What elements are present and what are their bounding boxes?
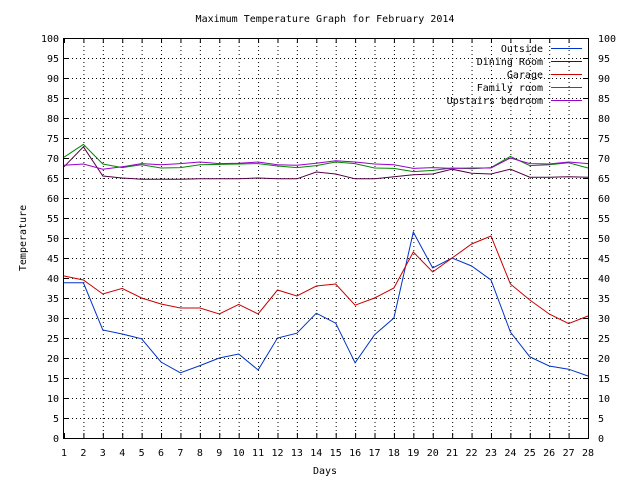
x-tick-label: 7 bbox=[177, 448, 183, 459]
x-tick-label: 10 bbox=[233, 448, 245, 459]
y-tick-label: 15 bbox=[47, 374, 59, 385]
plot-frame bbox=[63, 38, 589, 439]
y-tick-label: 95 bbox=[47, 54, 59, 65]
y-tick-label: 85 bbox=[47, 94, 59, 105]
y-tick-label: 5 bbox=[53, 414, 59, 425]
y-tick-label: 45 bbox=[47, 254, 59, 265]
y-tick-label: 25 bbox=[47, 334, 59, 345]
legend-label: Outside bbox=[501, 44, 543, 55]
legend-label: Garage bbox=[507, 70, 543, 81]
y-tick-label-right: 5 bbox=[598, 414, 604, 425]
y-tick-label: 0 bbox=[53, 434, 59, 445]
x-tick-label: 16 bbox=[349, 448, 361, 459]
y-tick-label-right: 35 bbox=[598, 294, 610, 305]
y-tick-label: 80 bbox=[47, 114, 59, 125]
y-tick-label-right: 25 bbox=[598, 334, 610, 345]
y-tick-label-right: 30 bbox=[598, 314, 610, 325]
legend: Outside Dining Room Garage Family room Upsta… bbox=[447, 44, 582, 107]
x-tick-label: 22 bbox=[466, 448, 478, 459]
x-tick-label: 24 bbox=[504, 448, 516, 459]
series-line bbox=[63, 235, 589, 325]
y-tick-label: 70 bbox=[47, 154, 59, 165]
series-line bbox=[63, 157, 589, 170]
y-tick-label-right: 40 bbox=[598, 274, 610, 285]
y-tick-label: 55 bbox=[47, 214, 59, 225]
series-lines bbox=[63, 143, 589, 377]
series-line bbox=[63, 143, 589, 173]
x-tick-label: 6 bbox=[158, 448, 164, 459]
y-tick-label-right: 0 bbox=[598, 434, 604, 445]
x-tick-label: 19 bbox=[407, 448, 419, 459]
y-tick-label-right: 20 bbox=[598, 354, 610, 365]
x-tick-label: 8 bbox=[197, 448, 203, 459]
x-tick-label: 15 bbox=[330, 448, 342, 459]
series-line bbox=[64, 230, 589, 377]
y-tick-label-right: 15 bbox=[598, 374, 610, 385]
x-tick-label: 5 bbox=[139, 448, 145, 459]
legend-label: Family room bbox=[477, 83, 543, 94]
x-tick-label: 4 bbox=[119, 448, 125, 459]
y-tick-label: 75 bbox=[47, 134, 59, 145]
x-tick-label: 3 bbox=[100, 448, 106, 459]
x-tick-label: 21 bbox=[446, 448, 458, 459]
y-tick-label-right: 90 bbox=[598, 74, 610, 85]
y-axis-label: Temperature bbox=[18, 205, 29, 271]
y-tick-label: 60 bbox=[47, 194, 59, 205]
legend-label: Upstairs bedroom bbox=[447, 96, 543, 107]
x-tick-label: 18 bbox=[388, 448, 400, 459]
x-tick-label: 11 bbox=[252, 448, 264, 459]
x-tick-label: 17 bbox=[368, 448, 380, 459]
y-tick-label: 30 bbox=[47, 314, 59, 325]
y-tick-label: 20 bbox=[47, 354, 59, 365]
x-tick-label: 1 bbox=[61, 448, 67, 459]
y-tick-label: 35 bbox=[47, 294, 59, 305]
x-tick-label: 2 bbox=[80, 448, 86, 459]
x-tick-label: 28 bbox=[582, 448, 594, 459]
legend-label: Dining Room bbox=[477, 57, 543, 68]
y-tick-label-right: 10 bbox=[598, 394, 610, 405]
chart-title: Maximum Temperature Graph for February 2… bbox=[196, 14, 455, 25]
y-tick-label-right: 100 bbox=[598, 34, 616, 45]
y-tick-label: 40 bbox=[47, 274, 59, 285]
x-tick-label: 25 bbox=[524, 448, 536, 459]
x-tick-label: 23 bbox=[485, 448, 497, 459]
y-tick-label-right: 60 bbox=[598, 194, 610, 205]
y-tick-label-right: 55 bbox=[598, 214, 610, 225]
x-tick-label: 9 bbox=[216, 448, 222, 459]
x-tick-label: 20 bbox=[427, 448, 439, 459]
y-tick-label-right: 80 bbox=[598, 114, 610, 125]
y-tick-label-right: 70 bbox=[598, 154, 610, 165]
y-tick-label-right: 50 bbox=[598, 234, 610, 245]
x-axis-label: Days bbox=[313, 466, 337, 477]
y-tick-label: 65 bbox=[47, 174, 59, 185]
y-tick-label-right: 65 bbox=[598, 174, 610, 185]
y-tick-label: 50 bbox=[47, 234, 59, 245]
y-tick-label-right: 45 bbox=[598, 254, 610, 265]
y-tick-label-right: 75 bbox=[598, 134, 610, 145]
y-tick-label: 10 bbox=[47, 394, 59, 405]
y-tick-label: 90 bbox=[47, 74, 59, 85]
x-tick-label: 13 bbox=[291, 448, 303, 459]
x-tick-label: 12 bbox=[271, 448, 283, 459]
series-line bbox=[63, 146, 589, 180]
x-tick-label: 14 bbox=[310, 448, 322, 459]
y-tick-label: 100 bbox=[41, 34, 59, 45]
y-tick-label-right: 95 bbox=[598, 54, 610, 65]
y-tick-label-right: 85 bbox=[598, 94, 610, 105]
x-tick-label: 27 bbox=[563, 448, 575, 459]
x-tick-label: 26 bbox=[543, 448, 555, 459]
